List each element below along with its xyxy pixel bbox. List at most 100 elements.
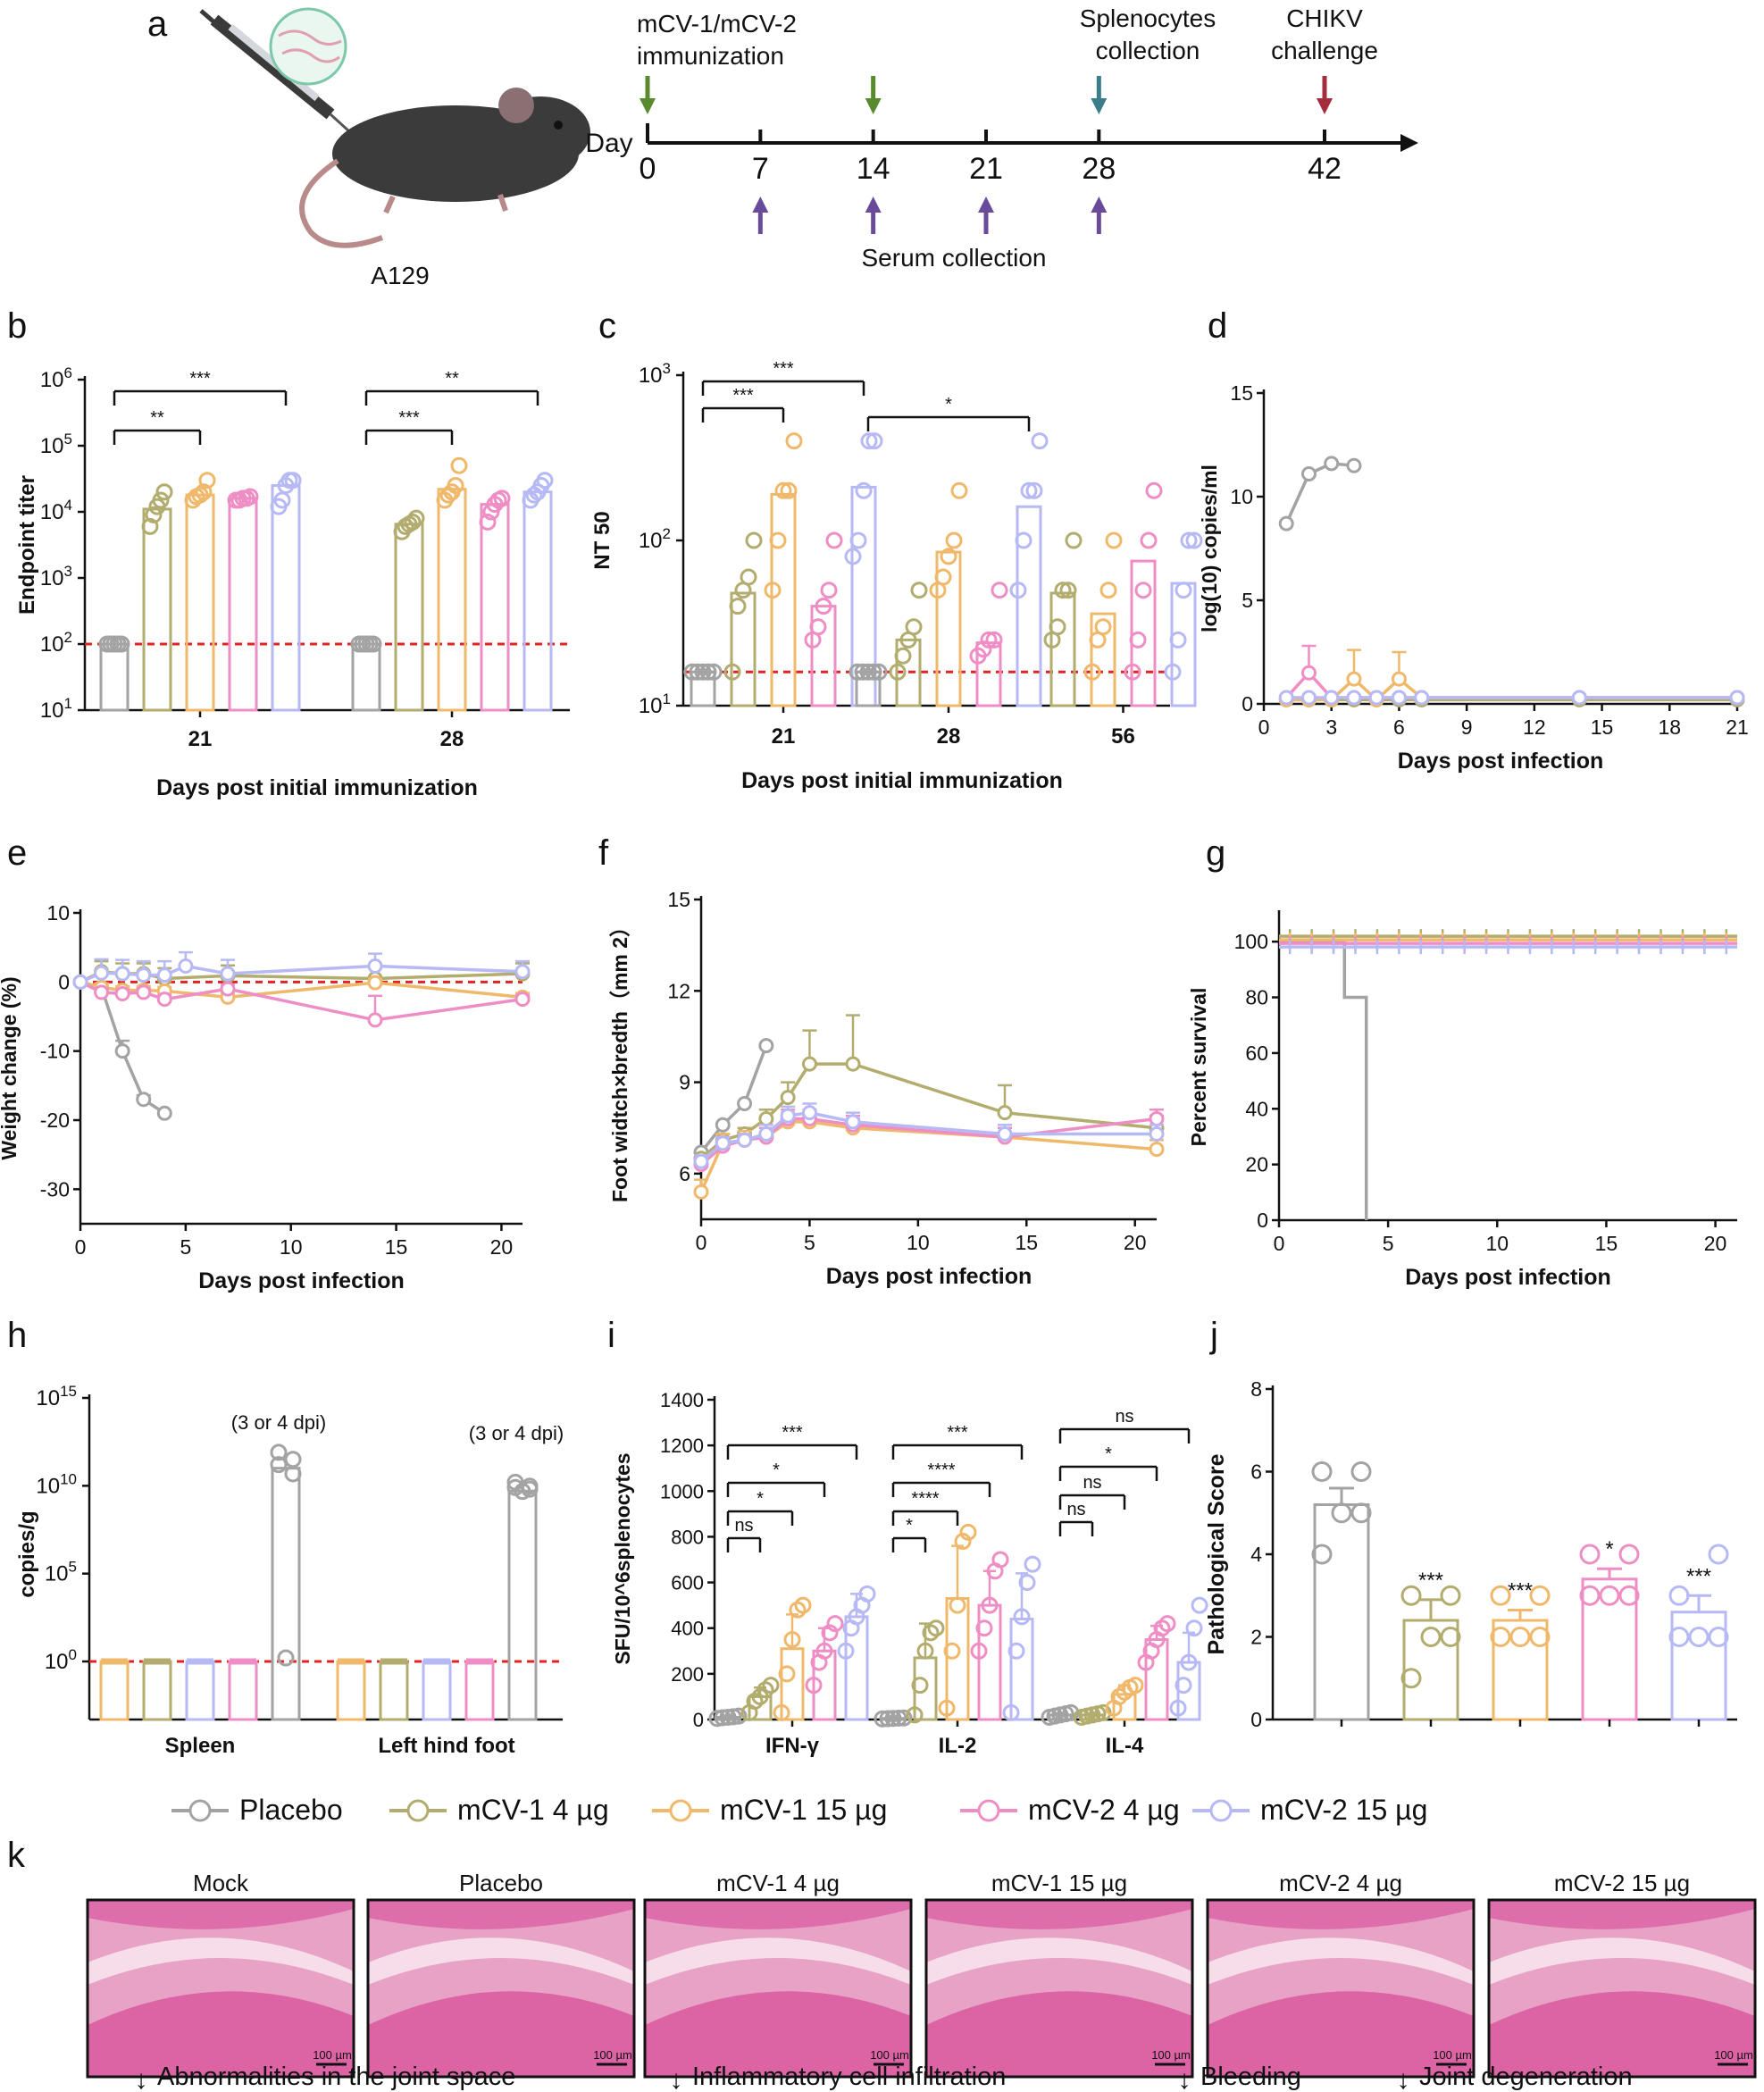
cartilage <box>1208 1991 1474 2077</box>
data-point <box>1324 690 1340 706</box>
syringe-needle <box>329 113 352 134</box>
y-tick-label: 103 <box>639 360 671 388</box>
bar <box>1313 1503 1370 1721</box>
data-point <box>1140 531 1158 549</box>
x-tick-label: 15 <box>385 1235 408 1259</box>
data-point <box>220 981 236 997</box>
data-point <box>894 647 912 665</box>
bar <box>1492 1619 1549 1721</box>
legend-marker <box>188 1799 212 1822</box>
bar <box>1009 1617 1034 1721</box>
mouse-icon <box>299 88 590 248</box>
legend: Placebo mCV-1 4 µg mCV-1 15 µg mCV-2 4 µg mC… <box>171 1794 1427 1826</box>
data-point <box>145 506 163 523</box>
data-point <box>1175 1677 1192 1695</box>
x-axis-title: Days post initial immunization <box>741 768 1063 793</box>
cartilage <box>645 1991 911 2077</box>
data-point <box>865 663 882 681</box>
mouse-eye <box>554 121 563 130</box>
syringe-barrel <box>210 14 335 120</box>
bar <box>379 1660 409 1721</box>
scale-bar-label: 100 µm <box>1714 2048 1753 2062</box>
timeline-arrowhead <box>1400 134 1418 152</box>
image-frame <box>924 1898 1194 2079</box>
timeline-tick-label: 21 <box>969 152 1003 186</box>
data-point <box>837 1642 855 1660</box>
y-axis-title: Percent survival <box>1187 988 1210 1147</box>
data-point <box>407 509 425 527</box>
data-point <box>860 432 878 450</box>
data-point <box>152 491 170 509</box>
data-point <box>1346 457 1362 473</box>
significance-label: ns <box>734 1516 753 1536</box>
x-tick-label: 15 <box>1015 1231 1038 1254</box>
data-point <box>1025 481 1043 499</box>
x-tick-label: 20 <box>1704 1232 1727 1255</box>
data-point <box>870 663 888 681</box>
data-point <box>769 531 787 549</box>
significance-label: *** <box>1508 1578 1533 1602</box>
image-frame <box>643 1898 913 2079</box>
immunization-arrow <box>865 98 882 114</box>
legend-label: Inflammatory cell infiltration <box>692 2063 1006 2091</box>
significance-label: * <box>1105 1444 1112 1464</box>
data-point <box>916 1642 934 1660</box>
data-point <box>762 1677 780 1695</box>
data-point <box>911 1677 929 1695</box>
x-tick-label: 28 <box>440 727 464 751</box>
data-point <box>1300 665 1317 681</box>
data-point <box>284 1451 302 1469</box>
data-point <box>785 432 803 450</box>
data-point <box>1571 690 1587 706</box>
serum-arrow <box>865 197 882 213</box>
data-point <box>905 618 923 636</box>
y-axis-title: NT 50 <box>590 511 614 569</box>
data-point <box>1346 690 1362 706</box>
panel-label: g <box>1206 833 1225 873</box>
bar <box>855 670 882 707</box>
data-point <box>277 1649 295 1667</box>
histology-image: 100 µm <box>86 1898 355 2079</box>
data-point <box>1105 531 1123 549</box>
data-point <box>1529 1585 1551 1606</box>
data-point <box>72 974 88 990</box>
x-tick-label: 10 <box>280 1235 303 1259</box>
bar <box>99 642 130 712</box>
legend-marker <box>669 1799 692 1822</box>
data-point <box>1094 618 1112 636</box>
data-point <box>1018 1574 1036 1592</box>
y-tick-label: 1000 <box>660 1480 704 1502</box>
data-point <box>1490 1627 1511 1647</box>
chart-c: 101 102 103 NT 50 Days post initial immuniza… <box>590 359 1203 793</box>
data-point <box>906 1706 924 1724</box>
x-tick-label: 6 <box>1393 715 1405 739</box>
data-point <box>997 1126 1013 1142</box>
timeline-tick-label: 28 <box>1082 152 1116 186</box>
legend-label: mCV-2 15 µg <box>1260 1794 1427 1826</box>
data-point <box>450 456 468 474</box>
significance-label: **** <box>927 1460 955 1480</box>
chart-d: 0 5 10 15 0 3 6 9 12 15 18 21 log(10) copies/ml Days … <box>1198 381 1749 774</box>
significance-label: ns <box>1066 1500 1085 1519</box>
data-point <box>270 1443 288 1461</box>
bar <box>336 1660 366 1721</box>
histology-image: 100 µm <box>1487 1898 1757 2079</box>
data-point <box>859 663 877 681</box>
data-point <box>849 663 866 681</box>
legend-label: mCV-2 4 µg <box>1028 1794 1180 1826</box>
scale-bar-label: 100 µm <box>593 2048 632 2062</box>
virus-circle-icon <box>269 7 347 86</box>
data-point <box>114 966 130 982</box>
legend-label: Abnormalities in the joint space <box>157 2063 515 2091</box>
y-tick-label: 101 <box>40 695 72 723</box>
x-tick-label: 5 <box>804 1231 815 1254</box>
data-point <box>764 582 782 599</box>
y-tick-label: 9 <box>679 1071 690 1094</box>
serum-label: Serum collection <box>862 244 1047 272</box>
y-tick-label: 100 <box>1234 930 1268 953</box>
x-tick-label: 9 <box>1461 715 1473 739</box>
legend-arrow-icon: ↓ <box>1178 2065 1191 2092</box>
panel-label: h <box>7 1316 27 1355</box>
scale-bar-label: 100 µm <box>1433 2048 1472 2062</box>
legend-label: Joint degeneration <box>1419 2063 1633 2091</box>
